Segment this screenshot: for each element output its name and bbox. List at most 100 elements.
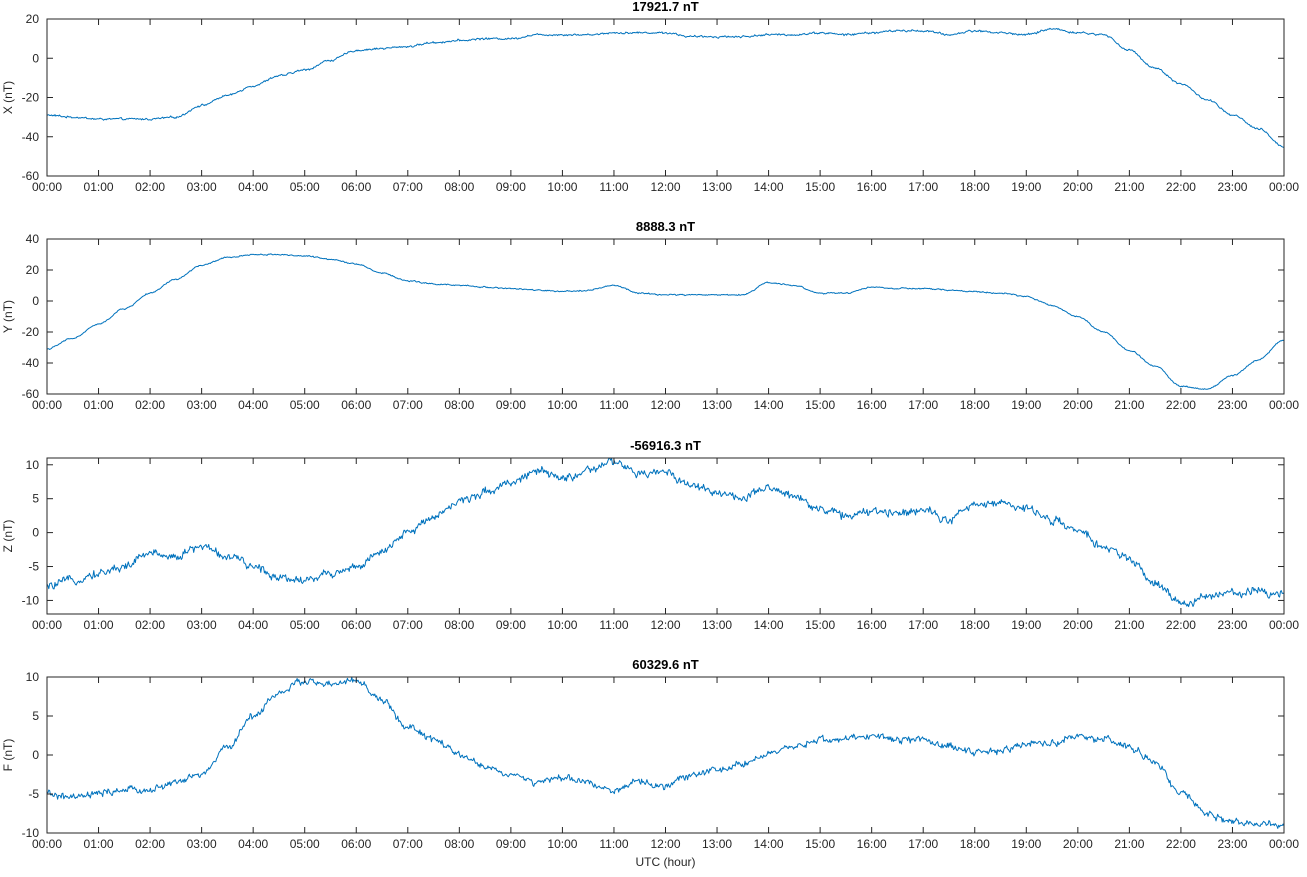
x-tick-label: 07:00 bbox=[393, 180, 423, 194]
x-tick-label: 17:00 bbox=[908, 398, 938, 412]
x-tick-label: 05:00 bbox=[290, 398, 320, 412]
x-tick-label: 02:00 bbox=[135, 618, 165, 632]
x-tick-label: 19:00 bbox=[1011, 180, 1041, 194]
series-line-2-0 bbox=[46, 457, 1285, 608]
x-tick-label: 20:00 bbox=[1063, 180, 1093, 194]
y-tick-label: -10 bbox=[22, 826, 40, 840]
x-tick-label: 09:00 bbox=[496, 398, 526, 412]
x-tick-label: 09:00 bbox=[496, 180, 526, 194]
y-axis-label: Z (nT) bbox=[1, 520, 15, 553]
x-tick-label: 09:00 bbox=[496, 618, 526, 632]
x-tick-label: 20:00 bbox=[1063, 837, 1093, 851]
x-tick-label: 19:00 bbox=[1011, 618, 1041, 632]
y-tick-label: 5 bbox=[32, 492, 39, 506]
y-tick-label: 20 bbox=[26, 263, 40, 277]
x-tick-label: 05:00 bbox=[290, 837, 320, 851]
x-tick-label: 03:00 bbox=[187, 837, 217, 851]
x-tick-label: 07:00 bbox=[393, 837, 423, 851]
x-tick-label: 00:00 bbox=[32, 180, 62, 194]
x-tick-label: 15:00 bbox=[805, 618, 835, 632]
x-tick-label: 13:00 bbox=[702, 398, 732, 412]
x-tick-label: 19:00 bbox=[1011, 837, 1041, 851]
x-tick-label: 11:00 bbox=[599, 398, 628, 412]
x-tick-label: 03:00 bbox=[187, 180, 217, 194]
x-tick-label: 23:00 bbox=[1217, 837, 1247, 851]
x-tick-label: 01:00 bbox=[84, 618, 114, 632]
axis-frame bbox=[46, 676, 1285, 834]
x-tick-label: 04:00 bbox=[238, 398, 268, 412]
panel-0: 00:00 01:00 02:00 03:00 04:00 05:00 06:00 07:00… bbox=[1, 0, 1299, 194]
x-tick-label: 21:00 bbox=[1114, 837, 1144, 851]
y-tick-label: -40 bbox=[22, 130, 40, 144]
y-tick-label: 0 bbox=[32, 526, 39, 540]
x-tick-label: 14:00 bbox=[754, 180, 784, 194]
x-tick-label: 17:00 bbox=[908, 618, 938, 632]
x-tick-label: 00:00 bbox=[32, 618, 62, 632]
y-tick-label: -60 bbox=[22, 169, 40, 183]
panel-title: 8888.3 nT bbox=[636, 219, 695, 234]
x-tick-label: 08:00 bbox=[444, 618, 474, 632]
x-tick-label: 15:00 bbox=[805, 837, 835, 851]
y-tick-label: -20 bbox=[22, 325, 40, 339]
x-tick-label: 03:00 bbox=[187, 618, 217, 632]
x-tick-label: 14:00 bbox=[754, 618, 784, 632]
axis-frame bbox=[46, 238, 1285, 395]
x-tick-label: 02:00 bbox=[135, 398, 165, 412]
y-tick-label: 40 bbox=[26, 232, 40, 246]
x-tick-label: 01:00 bbox=[84, 398, 114, 412]
x-tick-label: 00:00 bbox=[1269, 618, 1299, 632]
x-tick-label: 22:00 bbox=[1166, 837, 1196, 851]
x-tick-label: 15:00 bbox=[805, 180, 835, 194]
x-tick-label: 04:00 bbox=[238, 180, 268, 194]
x-tick-label: 10:00 bbox=[547, 837, 577, 851]
x-tick-label: 00:00 bbox=[1269, 180, 1299, 194]
x-tick-label: 04:00 bbox=[238, 618, 268, 632]
x-tick-label: 06:00 bbox=[341, 837, 371, 851]
x-tick-label: 08:00 bbox=[444, 837, 474, 851]
x-tick-label: 05:00 bbox=[290, 180, 320, 194]
x-tick-label: 10:00 bbox=[547, 398, 577, 412]
x-tick-label: 01:00 bbox=[84, 837, 114, 851]
x-tick-label: 23:00 bbox=[1217, 180, 1247, 194]
x-tick-label: 18:00 bbox=[960, 398, 990, 412]
x-tick-label: 07:00 bbox=[393, 618, 423, 632]
x-tick-label: 11:00 bbox=[599, 837, 628, 851]
x-tick-label: 09:00 bbox=[496, 837, 526, 851]
x-tick-label: 21:00 bbox=[1114, 398, 1144, 412]
x-tick-label: 11:00 bbox=[599, 180, 628, 194]
x-tick-label: 22:00 bbox=[1166, 398, 1196, 412]
panel-2: 00:00 01:00 02:00 03:00 04:00 05:00 06:00 07:00… bbox=[1, 438, 1299, 632]
x-tick-label: 16:00 bbox=[857, 618, 887, 632]
panel-1: 00:00 01:00 02:00 03:00 04:00 05:00 06:00 07:00… bbox=[1, 219, 1299, 412]
x-tick-label: 16:00 bbox=[857, 398, 887, 412]
x-tick-label: 14:00 bbox=[754, 837, 784, 851]
x-tick-label: 04:00 bbox=[238, 837, 268, 851]
axis-frame bbox=[46, 18, 1285, 177]
x-tick-label: 13:00 bbox=[702, 180, 732, 194]
x-tick-label: 20:00 bbox=[1063, 618, 1093, 632]
panel-title: 17921.7 nT bbox=[632, 0, 699, 14]
y-axis-label: Y (nT) bbox=[1, 300, 15, 333]
y-tick-label: 10 bbox=[26, 670, 40, 684]
x-axis-label: UTC (hour) bbox=[635, 855, 695, 869]
y-tick-label: 0 bbox=[32, 51, 39, 65]
x-tick-label: 14:00 bbox=[754, 398, 784, 412]
x-tick-label: 21:00 bbox=[1114, 618, 1144, 632]
x-tick-label: 06:00 bbox=[341, 618, 371, 632]
y-tick-label: -5 bbox=[28, 787, 39, 801]
series-line-0-0 bbox=[46, 27, 1284, 148]
y-tick-label: 0 bbox=[32, 294, 39, 308]
axis-frame bbox=[46, 457, 1285, 615]
x-tick-label: 23:00 bbox=[1217, 618, 1247, 632]
series-line-3-0 bbox=[46, 676, 1285, 829]
x-tick-label: 22:00 bbox=[1166, 618, 1196, 632]
y-tick-label: -60 bbox=[22, 387, 40, 401]
y-axis-label: F (nT) bbox=[1, 739, 15, 772]
x-tick-label: 06:00 bbox=[341, 398, 371, 412]
x-tick-label: 00:00 bbox=[1269, 837, 1299, 851]
x-tick-label: 12:00 bbox=[650, 618, 680, 632]
x-tick-label: 03:00 bbox=[187, 398, 217, 412]
x-tick-label: 13:00 bbox=[702, 618, 732, 632]
